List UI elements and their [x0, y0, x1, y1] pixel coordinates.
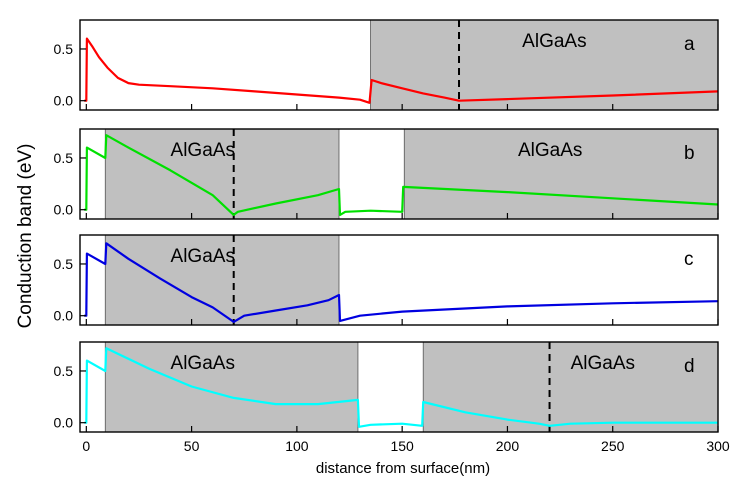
- y-tick-label: 0.5: [54, 363, 74, 379]
- panel-a: 0.0 0.5 AlGaAs a: [54, 19, 719, 111]
- panel-c: 0.0 0.5 AlGaAs c: [54, 234, 719, 326]
- panel-letter: a: [684, 34, 695, 55]
- panel-frame: [79, 19, 719, 111]
- y-tick-label: 0.0: [54, 308, 74, 324]
- y-tick-label: 0.5: [54, 150, 74, 166]
- x-tick-label: 300: [706, 438, 730, 454]
- panel-frame: [79, 234, 719, 326]
- panel-letter: d: [684, 356, 695, 377]
- region-label: AlGaAs: [171, 246, 235, 267]
- region-label: AlGaAs: [171, 353, 235, 374]
- region-label: AlGaAs: [522, 31, 586, 52]
- x-tick-label: 150: [390, 438, 414, 454]
- x-tick-label: 250: [601, 438, 625, 454]
- data-series-line: [84, 347, 718, 428]
- panel-letter: b: [684, 143, 695, 164]
- panel-frame: [79, 128, 719, 220]
- x-tick-label: 0: [82, 438, 90, 454]
- data-series-line: [84, 134, 719, 216]
- panel-frame: [79, 341, 719, 433]
- panel-b: 0.0 0.5 AlGaAs AlGaAs b: [54, 128, 719, 220]
- region-label: AlGaAs: [518, 140, 582, 161]
- y-axis-label: Conduction band (eV): [15, 144, 36, 329]
- data-series-line: [84, 37, 719, 104]
- y-tick-label: 0.0: [54, 202, 74, 218]
- region-label: AlGaAs: [171, 140, 235, 161]
- shaded-region: [422, 341, 719, 433]
- y-tick-label: 0.0: [54, 93, 74, 109]
- x-axis: 0 50 100 150 200 250 300: [82, 438, 729, 454]
- data-series-line: [84, 242, 719, 323]
- shaded-region: [104, 234, 340, 326]
- x-tick-label: 50: [184, 438, 200, 454]
- x-axis-label: distance from surface(nm): [316, 460, 490, 477]
- x-tick-label: 100: [285, 438, 309, 454]
- y-tick-label: 0.5: [54, 41, 74, 57]
- x-tick-label: 200: [496, 438, 520, 454]
- y-tick-label: 0.5: [54, 256, 74, 272]
- panels-layer: 0.0 0.5 AlGaAs a 0.0 0.5 AlGaAs AlGaAs b 0.0 0.5 Al…: [54, 19, 719, 433]
- panel-letter: c: [684, 249, 694, 270]
- shaded-region: [104, 341, 359, 433]
- panel-d: 0.0 0.5 AlGaAs AlGaAs d: [54, 341, 719, 433]
- region-label: AlGaAs: [571, 353, 635, 374]
- y-tick-label: 0.0: [54, 415, 74, 431]
